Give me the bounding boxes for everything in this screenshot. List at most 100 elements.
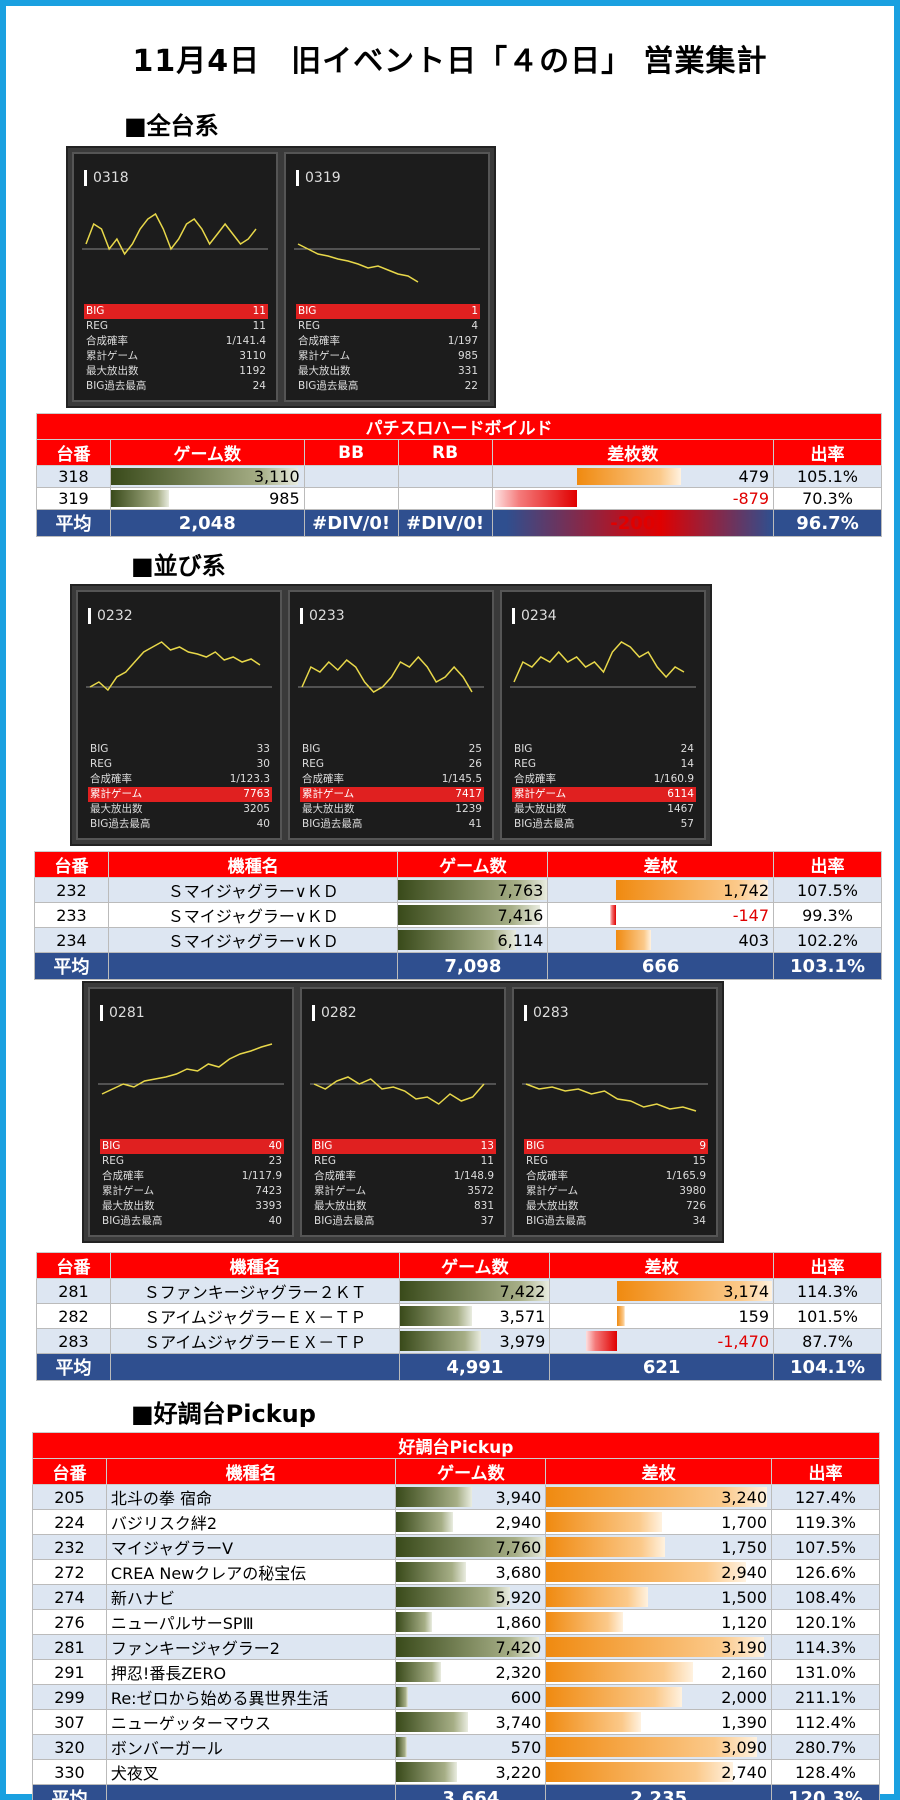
- table-row: 320 ボンバーガール 570 3,090 280.7%: [32, 1734, 880, 1760]
- stat-label: REG: [86, 320, 109, 332]
- bb-cell: [303, 487, 399, 510]
- stat-label: 累計ゲーム: [102, 1185, 155, 1197]
- rate-cell: 107.5%: [771, 1534, 880, 1560]
- avg-diff: 666: [547, 952, 775, 980]
- stat-label: BIG: [86, 305, 105, 317]
- stat-value: 1/197: [447, 335, 478, 347]
- avg-label: 平均: [36, 1353, 111, 1381]
- stats-list: BIG 25 REG 26 合成確率 1/145.5 累計ゲーム 7417 最大放出数 1239 B…: [300, 742, 484, 832]
- games-cell-bar: [396, 1712, 468, 1732]
- avg-bb: #DIV/0!: [303, 509, 399, 537]
- table-row: 224 バジリスク絆2 2,940 1,700 119.3%: [32, 1509, 880, 1535]
- machine-number: 281: [32, 1634, 107, 1660]
- avg-rate: 120.3%: [771, 1784, 880, 1800]
- machine-name: 北斗の拳 宿命: [105, 1484, 397, 1510]
- diff-cell-bar: [586, 1331, 618, 1351]
- diff-cell: 2,940: [545, 1559, 772, 1585]
- rate-cell: 108.4%: [771, 1584, 880, 1610]
- graph-panel-0283: 0283 BIG 9 REG 15 合成確率 1/165.9 累計ゲーム 3980 最大放出数 72…: [512, 987, 718, 1237]
- stat-label: 合成確率: [90, 773, 132, 785]
- diff-cell-bar: [615, 930, 651, 950]
- stat-row: 合成確率 1/197: [296, 334, 480, 349]
- graph-panel-group-row-2: 0281 BIG 40 REG 23 合成確率 1/117.9 累計ゲーム 7423 最大放出数 3…: [82, 981, 724, 1243]
- stat-row: 合成確率 1/160.9: [512, 772, 696, 787]
- table-row: 205 北斗の拳 宿命 3,940 3,240 127.4%: [32, 1484, 880, 1510]
- stat-value: 1: [471, 305, 478, 317]
- games-cell: 3,220: [395, 1759, 547, 1785]
- table-row: 282 ＳアイムジャグラーＥＸ－ＴＰ 3,571 159 101.5%: [36, 1303, 882, 1329]
- diff-cell: 403: [547, 927, 775, 953]
- stats-list: BIG 24 REG 14 合成確率 1/160.9 累計ゲーム 6114 最大放出数 1467 B…: [512, 742, 696, 832]
- games-cell-bar: [396, 1637, 540, 1657]
- stat-row: REG 11: [312, 1154, 496, 1169]
- stat-row: 最大放出数 1239: [300, 802, 484, 817]
- stat-value: 1/141.4: [225, 335, 266, 347]
- table-row: 281 Ｓファンキージャグラー２ＫＴ 7,422 3,174 114.3%: [36, 1278, 882, 1304]
- stat-row: BIG過去最高 22: [296, 379, 480, 394]
- stat-label: REG: [514, 758, 537, 770]
- games-cell-bar: [396, 1687, 409, 1707]
- rb-cell: [397, 465, 493, 488]
- trend-line: [89, 641, 261, 692]
- page-title: 11月4日 旧イベント日「４の日」 営業集計: [132, 44, 768, 79]
- graph-panel-0234: 0234 BIG 24 REG 14 合成確率 1/160.9 累計ゲーム 6114 最大放出数 1…: [500, 590, 706, 840]
- machine-id: 0283: [524, 1005, 569, 1021]
- rate-cell: 112.4%: [771, 1709, 880, 1735]
- games-cell-bar: [396, 1587, 510, 1607]
- stat-label: 最大放出数: [514, 803, 567, 815]
- stat-label: BIG: [514, 743, 533, 755]
- stat-value: 25: [468, 743, 482, 755]
- diff-cell-bar: [617, 1281, 772, 1301]
- games-cell-bar: [400, 1281, 550, 1301]
- diff-cell: -1,470: [549, 1328, 775, 1354]
- stat-label: BIG: [314, 1140, 333, 1152]
- stat-row: 最大放出数 1467: [512, 802, 696, 817]
- average-row: 平均 4,991 621 104.1%: [36, 1353, 882, 1381]
- stat-value: 14: [680, 758, 694, 770]
- graph-panel-0319: 0319 BIG 1 REG 4 合成確率 1/197 累計ゲーム 985 最大放出数 331 BIG…: [284, 152, 490, 402]
- stat-label: REG: [298, 320, 321, 332]
- machine-name: マイジャグラーV: [105, 1534, 397, 1560]
- rate-cell: 114.3%: [773, 1278, 882, 1304]
- games-cell: 570: [395, 1734, 547, 1760]
- games-cell: 600: [395, 1684, 547, 1710]
- stat-value: 7763: [243, 788, 270, 800]
- diff-cell: 2,160: [545, 1659, 772, 1685]
- row-table-1: 台番 機種名 ゲーム数 差枚 出率 232 Ｓマイジャグラー∨ＫＤ 7,763 1,7…: [34, 851, 882, 980]
- stat-value: 6114: [667, 788, 694, 800]
- stat-value: 57: [680, 818, 694, 830]
- stat-label: 最大放出数: [302, 803, 355, 815]
- stat-row: BIG過去最高 41: [300, 817, 484, 832]
- machine-id: 0281: [100, 1005, 145, 1021]
- rate-cell: 107.5%: [773, 877, 882, 903]
- rate-cell: 105.1%: [773, 465, 882, 488]
- table-row: 283 ＳアイムジャグラーＥＸ－ＴＰ 3,979 -1,470 87.7%: [36, 1328, 882, 1354]
- stats-list: BIG 1 REG 4 合成確率 1/197 累計ゲーム 985 最大放出数 331 BIG過去最高…: [296, 304, 480, 394]
- games-cell: 1,860: [395, 1609, 547, 1635]
- games-cell-bar: [396, 1562, 467, 1582]
- diff-cell: 1,750: [545, 1534, 772, 1560]
- stat-row: 合成確率 1/141.4: [84, 334, 268, 349]
- avg-diff: 2,235: [545, 1784, 772, 1800]
- stat-value: 24: [680, 743, 694, 755]
- stat-label: BIG過去最高: [314, 1215, 375, 1227]
- diff-cell: 1,500: [545, 1584, 772, 1610]
- stat-value: 9: [699, 1140, 706, 1152]
- stat-value: 3572: [467, 1185, 494, 1197]
- diff-cell-bar: [615, 880, 768, 900]
- col-header-no: 台番: [36, 1252, 111, 1279]
- machine-id: 0318: [84, 170, 129, 186]
- machine-number: 319: [36, 487, 111, 510]
- stat-value: 41: [468, 818, 482, 830]
- stat-label: BIG: [102, 1140, 121, 1152]
- stat-label: 合成確率: [298, 335, 340, 347]
- rate-cell: 119.3%: [771, 1509, 880, 1535]
- row-table-2: 台番 機種名 ゲーム数 差枚 出率 281 Ｓファンキージャグラー２ＫＴ 7,422…: [36, 1252, 882, 1381]
- machine-number: 232: [34, 877, 109, 903]
- stat-value: 30: [256, 758, 270, 770]
- machine-name: ＳアイムジャグラーＥＸ－ＴＰ: [109, 1303, 401, 1329]
- avg-name: [107, 952, 399, 980]
- table-row: 234 Ｓマイジャグラー∨ＫＤ 6,114 403 102.2%: [34, 927, 882, 953]
- diff-cell: 159: [549, 1303, 775, 1329]
- pickup-table: 好調台Pickup 台番 機種名 ゲーム数 差枚 出率 205 北斗の拳 宿命 3,…: [32, 1432, 880, 1800]
